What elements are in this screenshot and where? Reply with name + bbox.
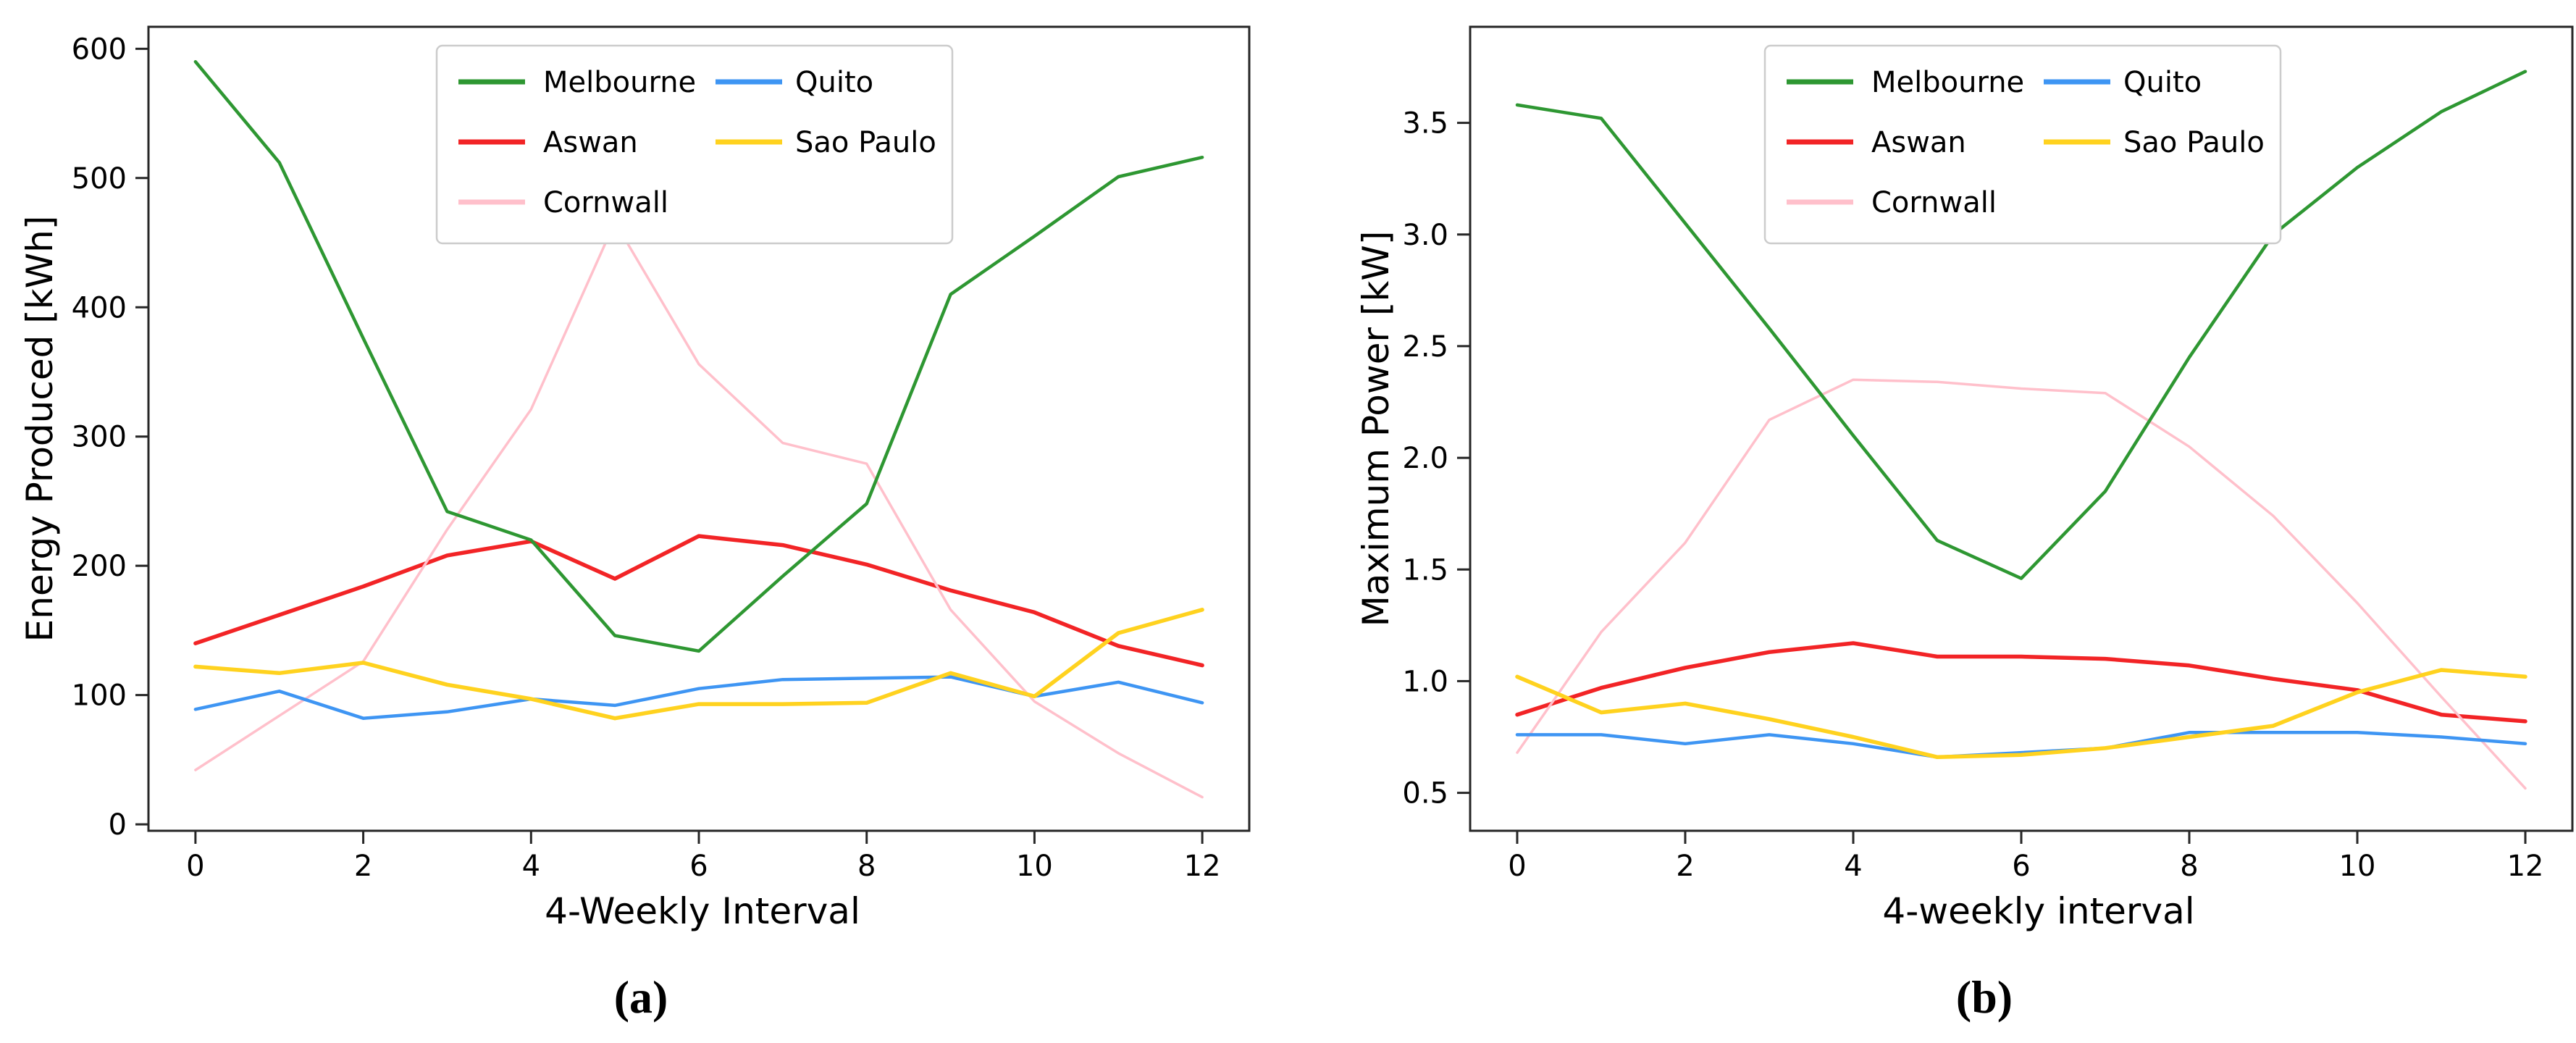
x-tick-label: 8 — [857, 850, 876, 883]
series-line-cornwall — [1516, 378, 2527, 790]
legend: Melbourne Aswan Cornwall Quito Sao Paulo — [1763, 44, 2282, 245]
left-chart-panel: 0 2 4 6 8 10 12 0 100 200 300 400 500 600 Melbourne Asw… — [72, 25, 1251, 883]
y-tick-label: 1.5 — [1402, 553, 1448, 587]
legend-label: Cornwall — [543, 186, 668, 219]
y-tick-label: 2.5 — [1402, 330, 1448, 364]
y-tick-label: 3.5 — [1402, 107, 1448, 141]
y-tick-label: 1.0 — [1402, 665, 1448, 698]
x-tick-label: 6 — [689, 850, 708, 883]
series-line-melbourne — [193, 59, 1204, 653]
legend-label: Quito — [795, 66, 873, 99]
series-line-aswan — [1515, 641, 2527, 724]
legend-label: Aswan — [543, 126, 638, 159]
series-line-sao-paulo — [193, 608, 1204, 721]
legend-label: Cornwall — [1871, 186, 1997, 219]
y-tick-label: 0.5 — [1402, 777, 1448, 810]
x-tick-label: 0 — [186, 850, 204, 883]
series-line-sao-paulo — [1515, 668, 2527, 760]
subfigure-caption-b: (b) — [1955, 971, 2013, 1023]
x-tick-label: 6 — [2012, 850, 2030, 883]
x-tick-label: 12 — [1184, 850, 1221, 883]
x-tick-label: 0 — [1508, 850, 1526, 883]
legend-label: Melbourne — [543, 66, 696, 99]
right-chart-panel: 0 2 4 6 8 10 12 0.5 1.0 1.5 2.0 2.5 3.0 3.5 Melbourne A… — [1402, 25, 2574, 883]
legend-label: Aswan — [1871, 126, 1966, 159]
x-tick-label: 10 — [2339, 850, 2376, 883]
x-tick-label: 2 — [354, 850, 372, 883]
y-tick-label: 500 — [72, 162, 127, 196]
y-tick-label: 300 — [72, 421, 127, 454]
series-line-melbourne — [1515, 70, 2527, 580]
y-tick-label: 3.0 — [1402, 219, 1448, 252]
series-line-quito — [1515, 731, 2527, 759]
legend-box — [435, 44, 954, 245]
y-tick-label: 100 — [72, 679, 127, 713]
x-tick-label: 4 — [1844, 850, 1862, 883]
x-tick-label: 4 — [522, 850, 540, 883]
legend-label: Sao Paulo — [795, 126, 936, 159]
left-y-axis-label: Energy Produced [kWh] — [19, 215, 61, 642]
y-tick-label: 0 — [109, 808, 127, 842]
x-tick-label: 10 — [1016, 850, 1053, 883]
legend-box — [1763, 44, 2282, 245]
y-tick-label: 600 — [72, 33, 127, 66]
legend-label: Melbourne — [1871, 66, 2024, 99]
left-x-axis-label: 4-Weekly Interval — [545, 890, 860, 932]
right-x-axis-label: 4-weekly interval — [1882, 890, 2195, 932]
x-tick-label: 12 — [2507, 850, 2544, 883]
subfigure-caption-a: (a) — [613, 971, 668, 1023]
x-tick-label: 2 — [1676, 850, 1694, 883]
x-tick-label: 8 — [2180, 850, 2198, 883]
y-tick-label: 2.0 — [1402, 442, 1448, 475]
legend: Melbourne Aswan Cornwall Quito Sao Paulo — [435, 44, 954, 245]
y-tick-label: 400 — [72, 291, 127, 324]
legend-label: Sao Paulo — [2123, 126, 2265, 159]
series-line-aswan — [193, 534, 1204, 668]
legend-label: Quito — [2123, 66, 2202, 99]
right-y-axis-label: Maximum Power [kW] — [1355, 230, 1397, 627]
y-tick-label: 200 — [72, 550, 127, 583]
